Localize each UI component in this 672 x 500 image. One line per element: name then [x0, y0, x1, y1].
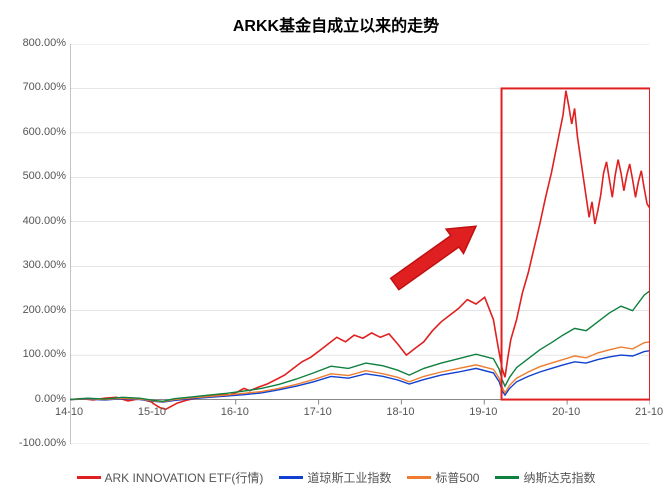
- legend-swatch: [407, 476, 431, 479]
- legend-item: 标普500: [407, 469, 479, 486]
- x-tick-label: 15-10: [138, 406, 166, 418]
- chart-container: ARKK基金自成立以来的走势 ARK INNOVATION ETF(行情) 道琼斯…: [0, 0, 672, 500]
- legend-label: ARK INNOVATION ETF(行情): [105, 469, 264, 486]
- chart-plot: [70, 44, 650, 444]
- legend-swatch: [279, 476, 303, 479]
- legend-item: 道琼斯工业指数: [279, 469, 391, 486]
- y-tick-label: 0.00%: [35, 393, 66, 405]
- legend-label: 纳斯达克指数: [523, 469, 595, 486]
- y-tick-label: 700.00%: [23, 81, 66, 93]
- y-tick-label: 600.00%: [23, 126, 66, 138]
- legend-swatch: [77, 476, 101, 479]
- legend-swatch: [495, 476, 519, 479]
- y-tick-label: -100.00%: [19, 437, 66, 449]
- legend-item: 纳斯达克指数: [495, 469, 595, 486]
- x-tick-label: 19-10: [469, 406, 497, 418]
- y-tick-label: 500.00%: [23, 170, 66, 182]
- legend-label: 标普500: [435, 469, 479, 486]
- x-tick-label: 16-10: [221, 406, 249, 418]
- x-tick-label: 17-10: [304, 406, 332, 418]
- y-tick-label: 200.00%: [23, 304, 66, 316]
- series-line: [70, 342, 650, 402]
- y-tick-label: 100.00%: [23, 348, 66, 360]
- highlight-box: [502, 88, 650, 399]
- chart-legend: ARK INNOVATION ETF(行情) 道琼斯工业指数 标普500 纳斯达克指数: [0, 468, 672, 486]
- series-line: [70, 291, 650, 402]
- legend-label: 道琼斯工业指数: [307, 469, 391, 486]
- x-tick-label: 20-10: [552, 406, 580, 418]
- annotation-arrow: [391, 226, 476, 290]
- y-tick-label: 400.00%: [23, 215, 66, 227]
- chart-title: ARKK基金自成立以来的走势: [0, 12, 672, 36]
- x-tick-label: 21-10: [635, 406, 663, 418]
- series-line: [70, 351, 650, 403]
- x-tick-label: 18-10: [386, 406, 414, 418]
- y-tick-label: 300.00%: [23, 259, 66, 271]
- x-tick-label: 14-10: [55, 406, 83, 418]
- legend-item: ARK INNOVATION ETF(行情): [77, 469, 264, 486]
- y-tick-label: 800.00%: [23, 37, 66, 49]
- series-line: [70, 91, 650, 410]
